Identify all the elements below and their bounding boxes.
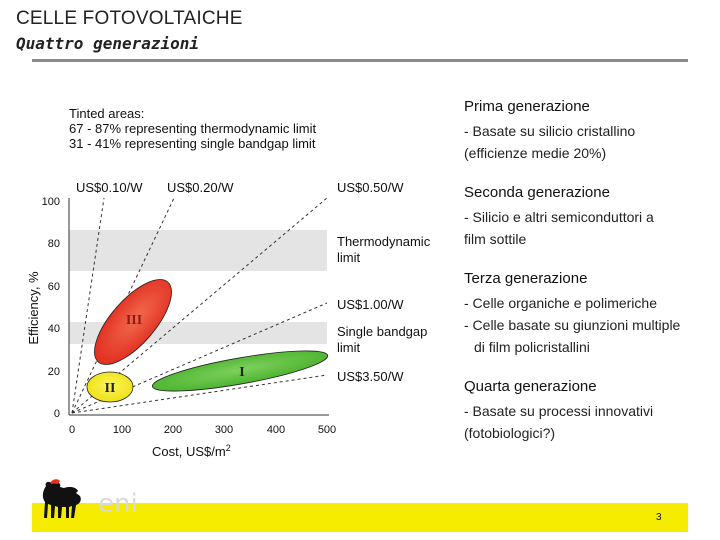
generation-2: Seconda generazione - Silicio e altri se… bbox=[464, 184, 716, 250]
x-axis-title-text: Cost, US$/m bbox=[152, 444, 226, 459]
eni-wordmark: eni bbox=[98, 489, 138, 519]
region-ii-label: II bbox=[105, 381, 116, 396]
region-iii-label: III bbox=[126, 313, 142, 328]
generation-line: - Celle basate su giunzioni multiple bbox=[464, 317, 681, 333]
generation-1: Prima generazione - Basate su silicio cr… bbox=[464, 98, 716, 164]
y-axis-title: Efficiency, % bbox=[26, 271, 41, 345]
tinted-heading: Tinted areas: bbox=[69, 106, 144, 121]
x-tick-label: 400 bbox=[267, 424, 285, 436]
x-tick-label: 300 bbox=[215, 424, 233, 436]
tinted-line-2: 31 - 41% representing single bandgap lim… bbox=[69, 136, 316, 151]
region-i-ellipse bbox=[151, 350, 329, 392]
generations-list: Prima generazione - Basate su silicio cr… bbox=[464, 98, 716, 464]
x-tick-label: 200 bbox=[164, 424, 182, 436]
y-tick-label: 20 bbox=[48, 366, 60, 378]
price-label-0-20: US$0.20/W bbox=[167, 180, 234, 195]
slide-title: CELLE FOTOVOLTAICHE bbox=[16, 8, 243, 29]
y-tick-label: 40 bbox=[48, 323, 60, 335]
x-axis-title-sup: 2 bbox=[226, 443, 231, 453]
page-number: 3 bbox=[656, 512, 662, 523]
generation-title: Terza generazione bbox=[464, 270, 588, 287]
x-axis-title: Cost, US$/m2 bbox=[152, 443, 231, 459]
generation-title: Quarta generazione bbox=[464, 378, 597, 395]
generation-line: - Basate su silicio cristallino bbox=[464, 123, 636, 139]
price-label-1-00: US$1.00/W bbox=[337, 297, 404, 312]
price-label-0-50: US$0.50/W bbox=[337, 180, 404, 195]
eni-dog-icon bbox=[42, 479, 81, 518]
price-line-0-20 bbox=[71, 197, 175, 414]
generation-line: (fotobiologici?) bbox=[464, 425, 556, 441]
x-tick-label: 500 bbox=[318, 424, 336, 436]
region-ii-ellipse bbox=[86, 371, 134, 403]
slide-subtitle: Quattro generazioni bbox=[16, 34, 200, 53]
region-i-label: I bbox=[239, 365, 244, 380]
title-divider bbox=[32, 59, 688, 62]
band-label-sbg-2: limit bbox=[337, 340, 360, 355]
y-tick-label: 100 bbox=[42, 196, 60, 208]
footer-bar bbox=[32, 503, 688, 532]
price-line-1-00 bbox=[71, 302, 328, 414]
generation-line: di film policristallini bbox=[474, 339, 590, 355]
thermodynamic-band bbox=[69, 230, 327, 271]
generation-line: - Celle organiche e polimeriche bbox=[464, 295, 657, 311]
price-line-0-10 bbox=[71, 197, 105, 414]
efficiency-cost-chart: Tinted areas: 67 - 87% representing ther… bbox=[26, 106, 431, 459]
generation-line: (efficienze medie 20%) bbox=[464, 145, 607, 161]
eni-logo: eni bbox=[42, 479, 138, 519]
price-label-0-10: US$0.10/W bbox=[76, 180, 143, 195]
generation-line: film sottile bbox=[464, 231, 527, 247]
x-tick-label: 100 bbox=[113, 424, 131, 436]
band-label-thermo-2: limit bbox=[337, 250, 360, 265]
y-tick-label: 0 bbox=[54, 408, 60, 420]
y-tick-label: 60 bbox=[48, 281, 60, 293]
price-line-3-50 bbox=[71, 374, 328, 414]
price-label-3-50: US$3.50/W bbox=[337, 369, 404, 384]
x-tick-label: 0 bbox=[69, 424, 75, 436]
generation-title: Seconda generazione bbox=[464, 184, 610, 201]
band-label-thermo-1: Thermodynamic bbox=[337, 234, 431, 249]
band-label-sbg-1: Single bandgap bbox=[337, 324, 427, 339]
generation-3: Terza generazione - Celle organiche e po… bbox=[464, 270, 716, 358]
generation-title: Prima generazione bbox=[464, 98, 590, 115]
generation-line: - Basate su processi innovativi bbox=[464, 403, 654, 419]
generation-line: - Silicio e altri semiconduttori a bbox=[464, 209, 654, 225]
generation-4: Quarta generazione - Basate su processi … bbox=[464, 378, 716, 444]
tinted-line-1: 67 - 87% representing thermodynamic limi… bbox=[69, 121, 316, 136]
region-iii-ellipse bbox=[94, 279, 172, 365]
y-tick-label: 80 bbox=[48, 238, 60, 250]
